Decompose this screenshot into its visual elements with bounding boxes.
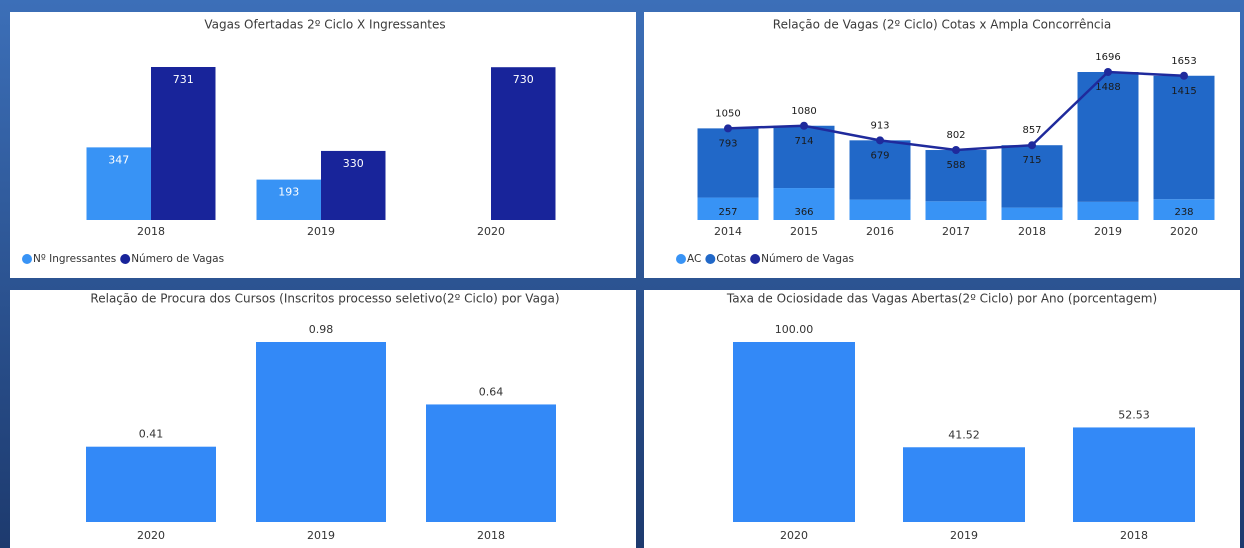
data-label: 679 xyxy=(870,150,889,161)
data-label: 793 xyxy=(718,138,737,149)
bar xyxy=(849,199,911,220)
bar xyxy=(256,179,321,220)
legend-label: Cotas xyxy=(716,253,746,265)
bar xyxy=(321,150,386,220)
bar xyxy=(733,342,855,522)
line-marker xyxy=(1180,71,1188,80)
bar xyxy=(1073,427,1195,522)
x-tick-label: 2019 xyxy=(307,529,335,542)
legend-label: Número de Vagas xyxy=(761,253,854,265)
chart-title: Taxa de Ociosidade das Vagas Abertas(2º … xyxy=(726,292,1157,306)
line-marker xyxy=(1104,68,1112,76)
x-tick-label: 2017 xyxy=(942,225,970,238)
x-tick-label: 2018 xyxy=(1018,225,1046,238)
line-marker xyxy=(876,136,884,145)
bar xyxy=(849,140,911,200)
legend-swatch xyxy=(676,254,686,264)
x-tick-label: 2015 xyxy=(790,225,818,238)
line-marker xyxy=(724,124,732,133)
x-tick-label: 2019 xyxy=(307,225,335,238)
legend-swatch xyxy=(120,254,131,264)
data-label: 1415 xyxy=(1171,86,1196,97)
data-label: 100.00 xyxy=(775,323,814,336)
data-label: 913 xyxy=(870,120,889,131)
x-tick-label: 2020 xyxy=(137,529,165,542)
data-label: 730 xyxy=(513,73,534,86)
data-label: 347 xyxy=(108,153,129,166)
bar xyxy=(697,197,759,220)
x-tick-label: 2019 xyxy=(1094,225,1122,238)
bar xyxy=(256,342,386,522)
data-label: 715 xyxy=(1022,155,1041,166)
bar xyxy=(925,150,987,202)
bar xyxy=(426,404,556,522)
bar xyxy=(1077,72,1139,202)
bar xyxy=(773,125,835,189)
legend-label: Número de Vagas xyxy=(131,253,224,265)
data-label: 0.98 xyxy=(309,323,334,336)
data-label: 366 xyxy=(794,207,813,218)
x-tick-label: 2018 xyxy=(477,529,505,542)
legend-swatch xyxy=(750,254,761,264)
chart-title: Relação de Procura dos Cursos (Inscritos… xyxy=(90,292,559,306)
chart-title: Relação de Vagas (2º Ciclo) Cotas x Ampl… xyxy=(773,18,1111,32)
bar xyxy=(86,446,216,522)
data-label: 714 xyxy=(794,136,813,147)
bar xyxy=(925,201,987,220)
x-tick-label: 2018 xyxy=(137,225,165,238)
data-label: 588 xyxy=(946,160,965,171)
data-label: 1080 xyxy=(791,106,816,117)
bar xyxy=(86,147,151,220)
line-marker xyxy=(952,146,960,155)
data-label: 731 xyxy=(173,73,194,86)
x-tick-label: 2014 xyxy=(714,225,742,238)
bar xyxy=(773,188,835,220)
data-label: 193 xyxy=(278,186,299,199)
bar xyxy=(491,67,556,220)
data-label: 238 xyxy=(1174,207,1193,218)
x-tick-label: 2016 xyxy=(866,225,894,238)
bar xyxy=(1001,145,1063,208)
line-marker xyxy=(1028,141,1036,150)
x-tick-label: 2020 xyxy=(780,529,808,542)
data-label: 41.52 xyxy=(948,428,980,441)
bar xyxy=(1077,201,1139,220)
x-tick-label: 2020 xyxy=(477,225,505,238)
data-label: 1653 xyxy=(1171,56,1196,67)
data-label: 257 xyxy=(718,207,737,218)
legend-label: AC xyxy=(687,253,701,265)
bar xyxy=(1153,199,1215,220)
bar xyxy=(697,128,759,198)
legend-swatch xyxy=(22,254,32,264)
data-label: 0.64 xyxy=(479,385,504,398)
bar xyxy=(1001,207,1063,220)
legend-swatch xyxy=(705,254,716,264)
data-label: 1050 xyxy=(715,108,740,119)
chart-title: Vagas Ofertadas 2º Ciclo X Ingressantes xyxy=(204,18,445,32)
bar xyxy=(151,67,216,220)
legend-label: Nº Ingressantes xyxy=(33,253,116,265)
data-label: 0.41 xyxy=(139,428,164,441)
data-label: 1488 xyxy=(1095,82,1120,93)
x-tick-label: 2020 xyxy=(1170,225,1198,238)
data-label: 1696 xyxy=(1095,52,1120,63)
x-tick-label: 2019 xyxy=(950,529,978,542)
x-tick-label: 2018 xyxy=(1120,529,1148,542)
bar xyxy=(1153,75,1215,200)
line-marker xyxy=(800,121,808,130)
bar xyxy=(903,447,1025,522)
data-label: 857 xyxy=(1022,125,1041,136)
data-label: 52.53 xyxy=(1118,408,1150,421)
data-label: 330 xyxy=(343,157,364,170)
data-label: 802 xyxy=(946,130,965,141)
